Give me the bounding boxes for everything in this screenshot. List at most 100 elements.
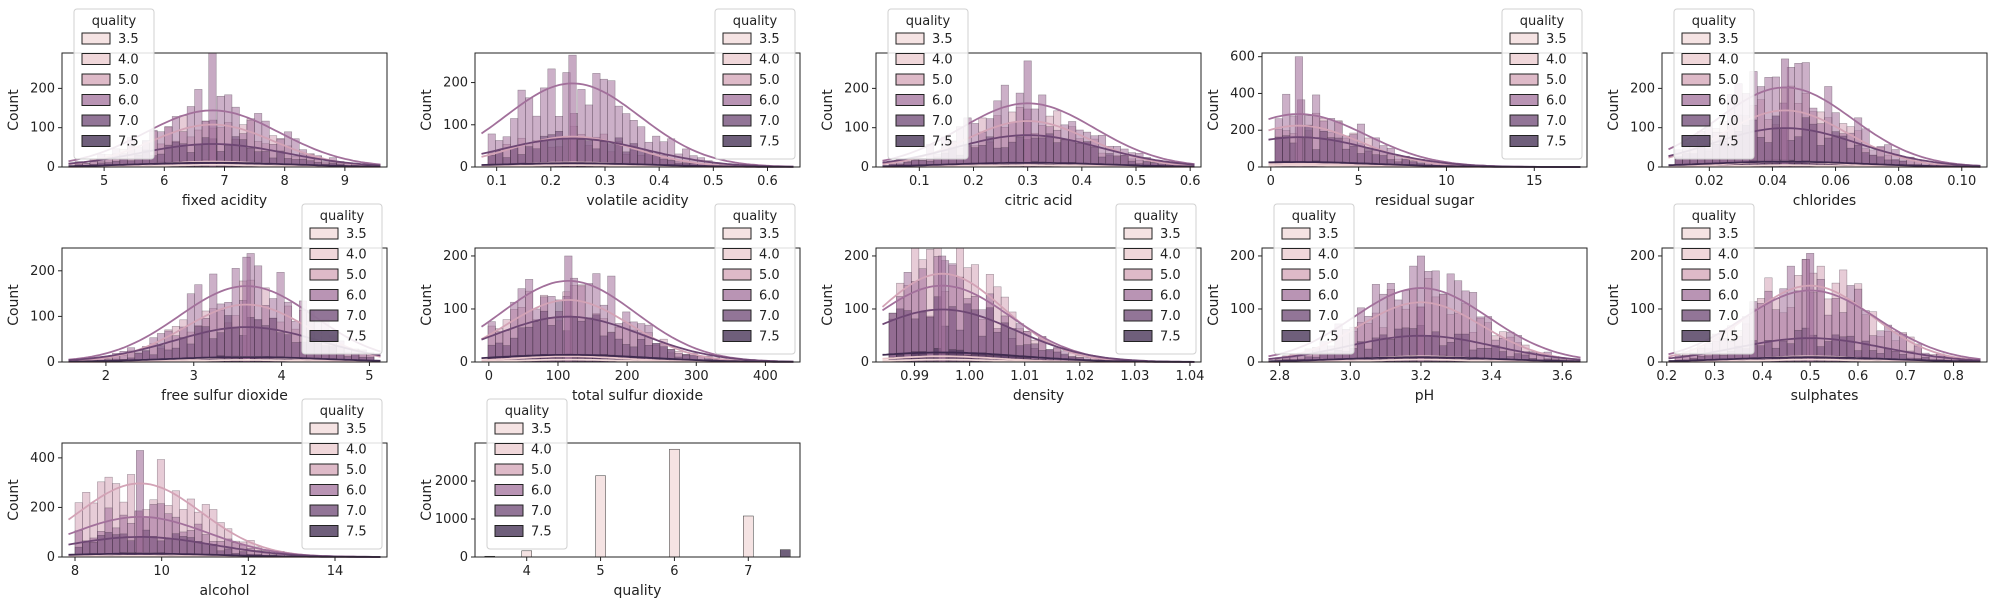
legend-swatch [494, 443, 524, 455]
legend-swatch [494, 504, 524, 517]
kde-curve [1668, 356, 1981, 363]
legend-entry-label: 3.5 [1718, 227, 1739, 242]
y-tick-label: 100 [1230, 302, 1255, 317]
legend-swatch [309, 443, 339, 455]
y-axis-label: Count [6, 284, 22, 326]
kde-curve [480, 82, 794, 168]
x-tick-label: 0.3 [1704, 369, 1725, 384]
x-tick-label: 15 [1526, 174, 1543, 189]
x-tick-label: 1.00 [955, 369, 984, 384]
histogram-bar [1771, 115, 1780, 168]
x-tick-label: 0.6 [1848, 369, 1869, 384]
legend: quality 3.5 4.0 5.0 6.0 7.0 7.5 [1501, 8, 1583, 160]
y-tick-label: 0 [460, 550, 468, 565]
histogram-bar [1023, 60, 1032, 168]
legend-swatch [1509, 114, 1539, 127]
legend-swatch [1281, 289, 1311, 301]
legend-title: quality [1692, 14, 1737, 29]
kde-curve [481, 353, 794, 363]
x-axis-label: volatile acidity [586, 193, 688, 209]
y-tick-label: 100 [844, 302, 869, 317]
legend: quality 3.5 4.0 5.0 6.0 7.0 7.5 [714, 203, 796, 355]
legend-entry-label: 4.0 [118, 53, 139, 68]
x-tick-label: 12 [240, 564, 257, 579]
x-tick-label: 1.01 [1010, 369, 1039, 384]
x-tick-label: 0.04 [1758, 174, 1787, 189]
legend-swatch [1123, 309, 1153, 322]
kde-curve [68, 161, 381, 168]
legend-entry-label: 7.0 [759, 309, 780, 324]
legend-swatch [1681, 32, 1711, 45]
legend-entry-label: 5.0 [531, 463, 552, 478]
legend-swatch [309, 289, 339, 301]
legend-entry-label: 6.0 [1318, 289, 1339, 304]
x-tick-label: 4 [523, 564, 531, 579]
legend-swatch [722, 309, 752, 322]
legend-swatch [895, 32, 925, 45]
y-tick-label: 0 [861, 355, 869, 370]
x-tick-label: 14 [327, 564, 344, 579]
histogram-bar [595, 475, 606, 558]
subplot-citric-acid: 0.1 0.2 0.3 0.4 0.5 0.6 0 100 200 citric acid Coun… [820, 8, 1202, 209]
legend-entry-label: 5.0 [346, 268, 367, 283]
legend-entry-label: 3.5 [346, 227, 367, 242]
subplot-total-sulfur-dioxide: 0 100 200 300 400 0 100 200 total sulfur dioxide… [419, 203, 801, 404]
axes-frame [474, 247, 801, 363]
x-tick-label: 4 [277, 369, 285, 384]
axes-frame [1261, 247, 1588, 363]
legend-swatch [1123, 248, 1153, 260]
legend-swatch [722, 289, 752, 301]
x-tick-label: 6 [160, 174, 168, 189]
legend-title: quality [505, 404, 550, 419]
legend-swatch [722, 135, 752, 147]
histogram-bar [743, 515, 754, 558]
kde-curve [1668, 160, 1981, 168]
legend-title: quality [1520, 14, 1565, 29]
legend-entry-label: 5.0 [759, 73, 780, 88]
legend-entry-label: 6.0 [346, 484, 367, 499]
legend-entry-label: 6.0 [1718, 94, 1739, 109]
legend-entry-label: 7.0 [346, 309, 367, 324]
axes-frame [61, 247, 388, 363]
histogram-bar [555, 299, 564, 363]
y-axis-label: Count [419, 284, 435, 326]
legend-swatch [895, 135, 925, 147]
histogram-bar [269, 317, 278, 363]
x-tick-label: 0.2 [540, 174, 561, 189]
legend-entry-label: 5.0 [1546, 73, 1567, 88]
y-tick-label: 100 [844, 121, 869, 136]
kde-curve [68, 356, 381, 363]
y-tick-label: 1000 [435, 512, 468, 527]
legend-swatch [1681, 289, 1711, 301]
subplot-pH: 2.8 3.0 3.2 3.4 3.6 0 100 200 pH Count quality 3.5 4… [1206, 203, 1588, 404]
legend-entry-label: 7.5 [1718, 135, 1739, 150]
x-axis-label: residual sugar [1375, 193, 1475, 209]
legend-swatch [895, 114, 925, 127]
legend-swatch [722, 248, 752, 260]
x-tick-label: 0 [1267, 174, 1275, 189]
legend-swatch [722, 94, 752, 106]
legend-entry-label: 7.5 [932, 135, 953, 150]
legend-swatch [81, 135, 111, 147]
legend-swatch [81, 94, 111, 106]
legend-swatch [494, 422, 524, 435]
y-tick-label: 0 [1247, 160, 1255, 175]
x-tick-label: 0.99 [900, 369, 929, 384]
legend-swatch [722, 53, 752, 65]
legend-entry-label: 7.5 [1160, 330, 1181, 345]
subplot-alcohol: 8 10 12 14 0 200 400 alcohol Count quality 3.5 4.0 5… [6, 398, 388, 599]
y-tick-label: 0 [460, 160, 468, 175]
legend-swatch [1123, 227, 1153, 240]
y-axis-label: Count [419, 479, 435, 521]
subplot-fixed-acidity: 5 6 7 8 9 0 100 200 fixed acidity Count quality 3.5… [6, 8, 388, 209]
legend-swatch [1509, 53, 1539, 65]
y-axis-label: Count [1606, 284, 1622, 326]
legend-entry-label: 5.0 [1318, 268, 1339, 283]
legend-entry-label: 3.5 [531, 422, 552, 437]
legend: quality 3.5 4.0 5.0 6.0 7.0 7.5 [1115, 203, 1197, 355]
axes-frame [875, 52, 1202, 168]
x-tick-label: 3.6 [1552, 369, 1573, 384]
legend-swatch [309, 248, 339, 260]
x-tick-label: 0.3 [595, 174, 616, 189]
legend-title: quality [1292, 209, 1337, 224]
